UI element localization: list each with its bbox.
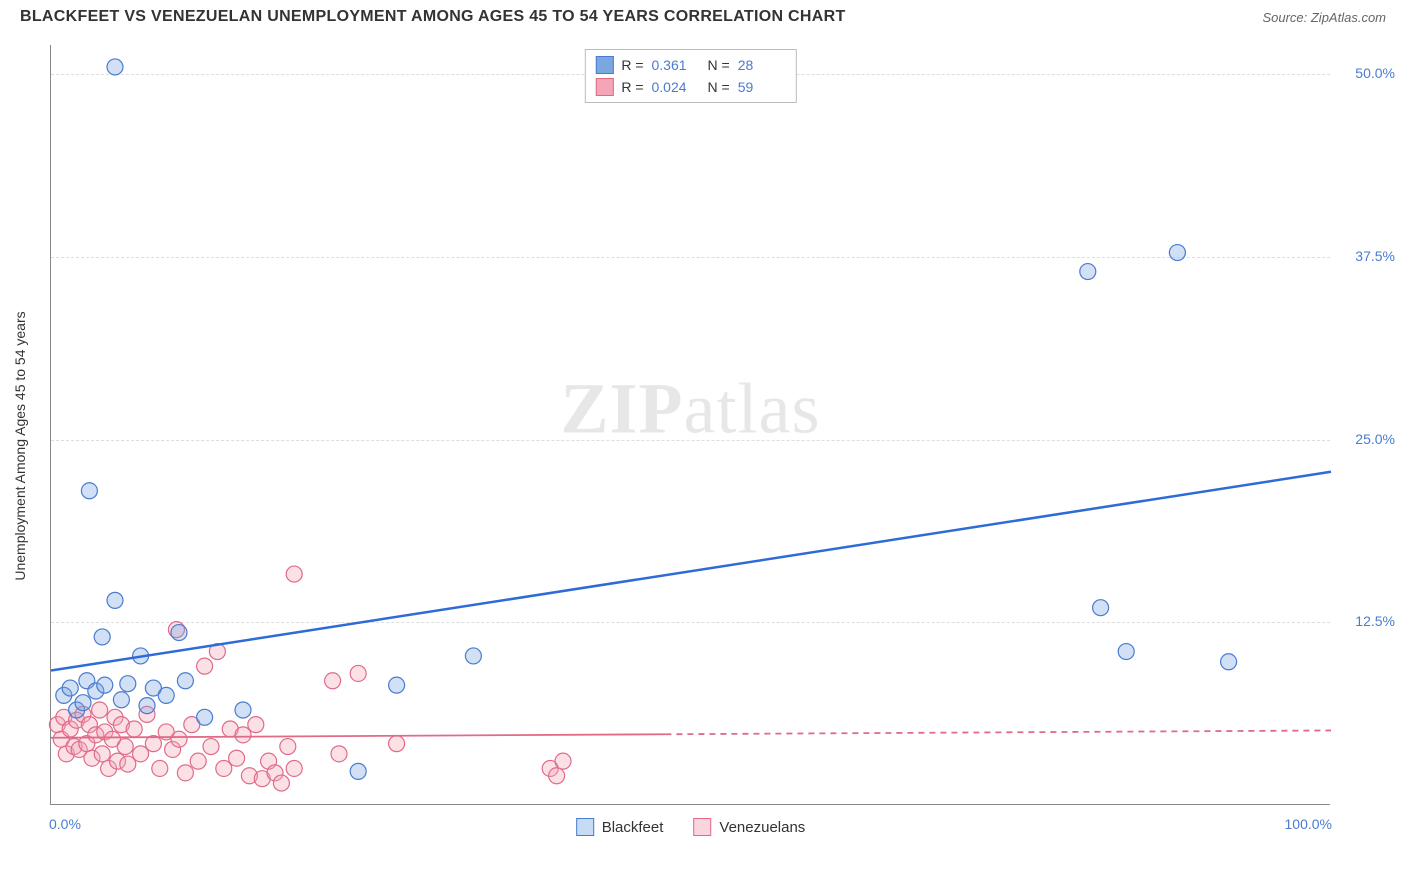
trend-line-venezuelans-solid [51,734,665,738]
data-point [325,673,341,689]
data-point [389,677,405,693]
data-point [286,566,302,582]
r-value-0: 0.361 [652,57,700,73]
data-point [75,695,91,711]
data-point [286,760,302,776]
legend-swatch-blackfeet [595,56,613,74]
legend-item-blackfeet: Blackfeet [576,818,664,836]
data-point [549,768,565,784]
data-point [235,702,251,718]
legend-swatch-icon [693,818,711,836]
source-attribution: Source: ZipAtlas.com [1262,10,1386,25]
n-label-1: N = [708,79,730,95]
data-point [229,750,245,766]
data-point [177,673,193,689]
data-point [203,739,219,755]
data-point [94,746,110,762]
data-point [350,763,366,779]
data-point [158,687,174,703]
n-value-1: 59 [738,79,786,95]
data-point [126,721,142,737]
n-label-0: N = [708,57,730,73]
legend-series: Blackfeet Venezuelans [576,818,806,836]
data-point [92,702,108,718]
header: BLACKFEET VS VENEZUELAN UNEMPLOYMENT AMO… [0,0,1406,30]
data-point [197,709,213,725]
data-point [171,731,187,747]
data-point [177,765,193,781]
data-point [1169,245,1185,261]
data-point [331,746,347,762]
trend-line-venezuelans-dashed [665,730,1331,734]
legend-stats-box: R = 0.361 N = 28 R = 0.024 N = 59 [584,49,796,103]
x-tick-min: 0.0% [49,816,81,832]
data-point [280,739,296,755]
data-point [1080,264,1096,280]
trend-line-blackfeet [51,472,1331,671]
data-point [248,717,264,733]
data-point [139,698,155,714]
data-point [113,692,129,708]
data-point [117,739,133,755]
data-point [152,760,168,776]
legend-label-blackfeet: Blackfeet [602,819,664,836]
legend-swatch-venezuelans [595,78,613,96]
data-point [94,629,110,645]
data-point [1118,644,1134,660]
r-label-0: R = [621,57,643,73]
chart-title: BLACKFEET VS VENEZUELAN UNEMPLOYMENT AMO… [20,8,846,26]
data-point [97,677,113,693]
y-tick-label: 25.0% [1335,431,1395,447]
data-point [555,753,571,769]
legend-stats-row-1: R = 0.024 N = 59 [595,76,785,98]
data-point [197,658,213,674]
r-value-1: 0.024 [652,79,700,95]
y-tick-label: 37.5% [1335,248,1395,264]
data-point [107,59,123,75]
data-point [81,483,97,499]
n-value-0: 28 [738,57,786,73]
data-point [1221,654,1237,670]
r-label-1: R = [621,79,643,95]
data-point [389,736,405,752]
legend-item-venezuelans: Venezuelans [693,818,805,836]
data-point [273,775,289,791]
data-point [465,648,481,664]
data-point [107,592,123,608]
y-tick-label: 50.0% [1335,65,1395,81]
legend-stats-row-0: R = 0.361 N = 28 [595,54,785,76]
y-tick-label: 12.5% [1335,613,1395,629]
scatter-svg [51,45,1330,804]
data-point [350,665,366,681]
data-point [120,676,136,692]
legend-label-venezuelans: Venezuelans [719,819,805,836]
data-point [190,753,206,769]
y-axis-label: Unemployment Among Ages 45 to 54 years [12,311,28,580]
legend-swatch-icon [576,818,594,836]
chart-plot-area: ZIPatlas 12.5%25.0%37.5%50.0% 0.0% 100.0… [50,45,1330,805]
data-point [1093,600,1109,616]
data-point [171,625,187,641]
x-tick-max: 100.0% [1285,816,1332,832]
data-point [62,680,78,696]
